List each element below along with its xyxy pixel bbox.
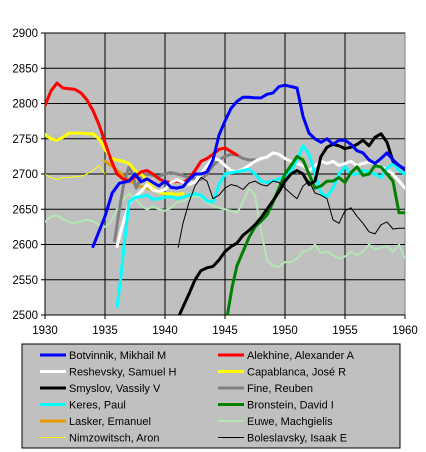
y-tick-label: 2700 [12,169,38,181]
series-line-6 [115,144,405,308]
x-tick-label: 1945 [212,325,238,337]
series-line-11 [177,177,405,248]
legend-label: Nimzowitsch, Aron [69,433,159,445]
y-tick-label: 2750 [12,134,38,146]
series-line-9 [45,187,405,269]
legend-label: Fine, Reuben [247,383,313,395]
y-tick-label: 2550 [12,275,38,287]
y-tick-label: 2500 [12,310,38,322]
series-line-0 [91,83,405,249]
x-tick-label: 1935 [92,325,118,337]
x-tick-label: 1930 [32,325,58,337]
series-lines [45,81,405,315]
legend-label: Keres, Paul [69,400,126,412]
series-line-10 [45,165,106,181]
legend-label: Capablanca, José R [247,367,346,379]
series-line-7 [225,154,405,315]
axis-ticks: 2500 2550 2600 2650 2700 2750 2800 2850 2900 1930… [12,28,417,337]
x-tick-label: 1940 [152,325,178,337]
legend-label: Reshevsky, Samuel H [69,367,176,379]
legend-box [21,343,401,449]
legend-label: Alekhine, Alexander A [247,350,355,362]
y-tick-label: 2650 [12,204,38,216]
legend: Botvinnik, Mikhail M Alekhine, Alexander … [40,350,355,445]
legend-label: Smyslov, Vassily V [69,383,161,395]
y-tick-label: 2900 [12,28,38,40]
legend-label: Euwe, Machgielis [247,416,333,428]
series-line-1 [45,81,239,184]
x-tick-label: 1950 [272,325,298,337]
legend-label: Boleslavsky, Isaak E [247,433,347,445]
y-tick-label: 2850 [12,63,38,75]
y-tick-label: 2800 [12,99,38,111]
legend-label: Lasker, Emanuel [69,416,151,428]
series-line-4 [177,132,405,315]
legend-label: Bronstein, David I [247,400,334,412]
y-tick-label: 2600 [12,240,38,252]
x-tick-label: 1955 [332,325,358,337]
x-tick-label: 1960 [392,325,418,337]
legend-label: Botvinnik, Mikhail M [69,350,166,362]
